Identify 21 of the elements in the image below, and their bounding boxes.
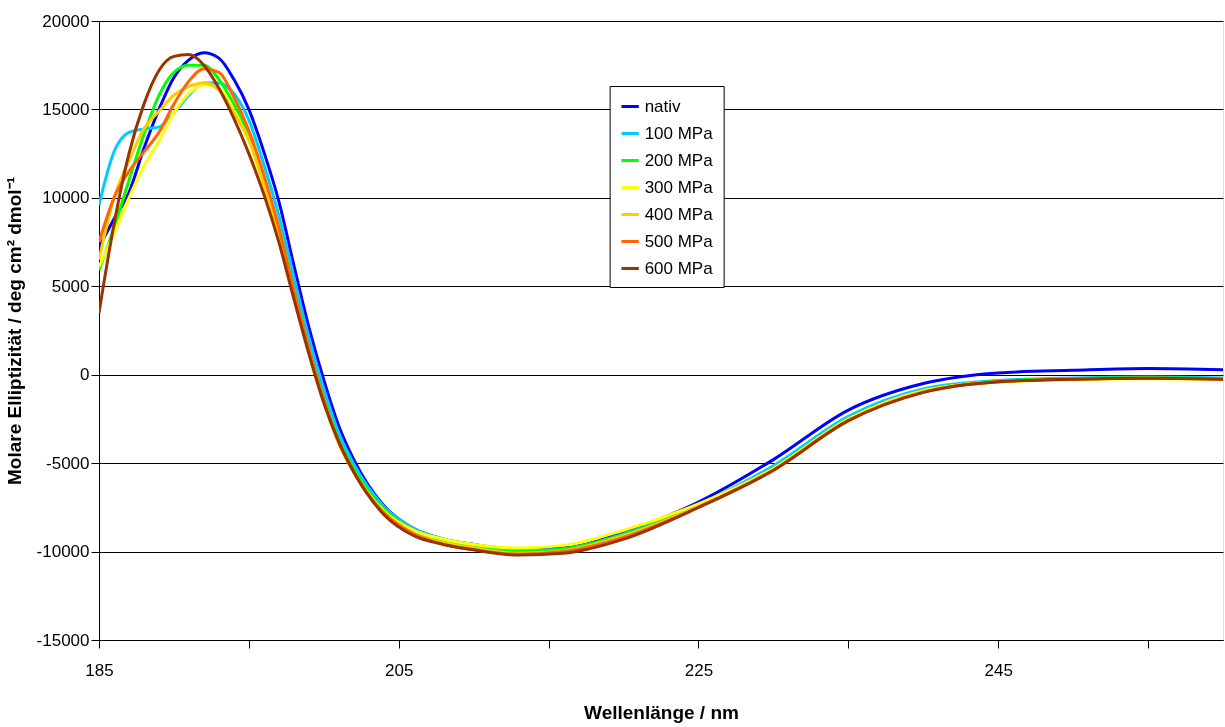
x-axis-title: Wellenlänge / nm (584, 701, 739, 723)
legend-label: 500 MPa (644, 231, 714, 251)
x-tick-label: 225 (684, 660, 714, 680)
legend-label: 200 MPa (644, 150, 714, 170)
y-tick-label: 15000 (42, 99, 90, 119)
x-tick-label: 185 (85, 660, 114, 680)
y-tick-label: 10000 (42, 188, 90, 208)
x-tick-label: 245 (984, 660, 1013, 680)
legend-label: 400 MPa (644, 204, 714, 224)
y-tick-label: -10000 (36, 542, 90, 562)
y-tick-label: 5000 (51, 276, 90, 296)
legend-label: 600 MPa (644, 258, 714, 278)
legend-label: nativ (644, 96, 682, 116)
x-tick-label: 205 (385, 660, 414, 680)
y-axis-title: Molare Elliptizität / deg cm² dmol⁻¹ (3, 177, 25, 485)
y-tick-label: 0 (80, 365, 90, 385)
legend-label: 100 MPa (644, 123, 714, 143)
y-tick-label: 20000 (42, 11, 90, 31)
y-tick-label: -15000 (36, 630, 90, 650)
legend-label: 300 MPa (644, 177, 714, 197)
y-tick-label: -5000 (46, 453, 90, 473)
